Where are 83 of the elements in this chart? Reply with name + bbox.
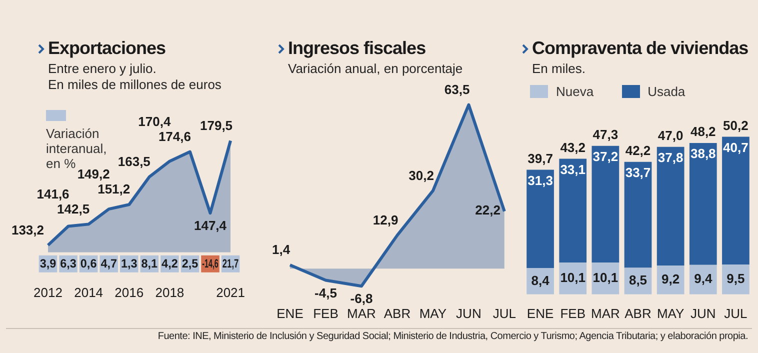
x-tick-label: MAR	[347, 306, 376, 321]
x-tick-label: 2021	[216, 284, 245, 300]
x-tick-label: 2018	[155, 284, 184, 300]
chart-subtitle: Variación anual, en porcentaje	[288, 61, 463, 77]
legend-label: Usada	[648, 84, 686, 99]
data-label: 10,1	[592, 270, 618, 286]
x-tick-label: MAY	[656, 306, 684, 321]
data-label: -4,5	[314, 285, 337, 300]
bar	[689, 143, 717, 265]
data-label: 151,2	[98, 182, 130, 197]
x-tick-label: FEB	[560, 306, 586, 321]
data-label: 179,5	[200, 118, 233, 133]
x-tick-label: 2012	[34, 284, 62, 300]
data-label: 149,2	[77, 166, 110, 182]
annotation: 8,1	[141, 256, 158, 271]
data-label: 9,2	[662, 272, 680, 287]
data-label: 10,1	[560, 270, 586, 286]
total-label: 42,2	[625, 142, 651, 158]
data-label: 12,9	[372, 212, 398, 228]
data-label: 147,4	[194, 218, 228, 234]
chart-title: Compraventa de viviendas	[532, 38, 748, 59]
annotation: 4,2	[162, 256, 178, 271]
data-label: 30,2	[408, 168, 434, 183]
chart-subtitle: En miles.	[532, 61, 586, 77]
x-tick-label: ABR	[384, 306, 411, 321]
total-label: 48,2	[690, 124, 716, 140]
data-label: 40,7	[723, 140, 748, 155]
data-label: 22,2	[475, 202, 500, 218]
data-label: 37,2	[592, 148, 618, 164]
annotation: 6,3	[60, 256, 77, 271]
data-label: 133,2	[11, 222, 44, 238]
data-label: 9,4	[694, 271, 713, 286]
annotation: 4,7	[100, 256, 118, 271]
data-label: 8,5	[628, 272, 648, 288]
x-tick-label: FEB	[313, 306, 338, 321]
x-tick-label: JUN	[690, 306, 716, 321]
total-label: 43,2	[560, 140, 586, 155]
data-label: 170,4	[138, 114, 172, 129]
data-label: -6,8	[350, 291, 373, 306]
data-label: 141,6	[36, 186, 70, 202]
annotation: 0,6	[80, 256, 98, 271]
chart-title: Exportaciones	[48, 38, 166, 59]
data-label: 33,1	[560, 162, 586, 177]
data-label: 1,4	[272, 242, 291, 258]
data-label: 142,5	[57, 201, 90, 216]
data-label: 33,7	[625, 164, 651, 180]
data-label: 8,4	[531, 272, 550, 288]
x-tick-label: 2014	[74, 284, 104, 300]
annotation: Fuente: INE, Ministerio de Inclusión y Seguridad Social; Ministerio de Industria, Comercio y Turismo; Agencia Tributaria; y elaboración propia.	[158, 331, 748, 342]
x-tick-label: ABR	[624, 306, 652, 321]
data-label: 9,5	[726, 271, 745, 286]
x-tick-label: JUL	[492, 306, 516, 321]
annotation: 21,7	[222, 258, 239, 272]
bar	[559, 158, 587, 263]
chart-subtitle: Entre enero y julio. En miles de millones de euros	[48, 61, 222, 93]
bar	[722, 136, 750, 265]
data-label: 31,3	[528, 172, 553, 188]
bar	[656, 146, 684, 266]
x-tick-label: JUN	[456, 306, 482, 321]
x-tick-label: MAR	[590, 306, 620, 321]
data-label: 163,5	[118, 154, 150, 169]
x-tick-label: ENE	[276, 306, 304, 321]
total-label: 50,2	[723, 118, 748, 133]
data-label: 37,8	[658, 150, 684, 165]
x-tick-label: 2016	[114, 284, 144, 300]
annotation: 2,5	[182, 256, 199, 271]
total-label: 47,3	[592, 126, 618, 142]
chart-title: Ingresos fiscales	[288, 38, 426, 59]
data-label: 63,5	[444, 82, 470, 97]
total-label: 47,0	[658, 128, 684, 143]
x-tick-label: JUL	[724, 306, 748, 321]
annotation: 1,3	[120, 256, 138, 271]
x-tick-label: ENE	[526, 306, 554, 321]
annotation: 3,9	[40, 256, 57, 271]
total-label: 39,7	[528, 150, 553, 166]
bar	[592, 146, 620, 263]
data-label: 38,8	[690, 146, 716, 162]
bar	[526, 170, 554, 268]
x-tick-label: MAY	[419, 306, 447, 321]
bar	[624, 162, 652, 268]
legend-label: Nueva	[556, 84, 594, 99]
annotation: -14,6	[202, 258, 219, 272]
data-label: 174,6	[158, 128, 191, 144]
